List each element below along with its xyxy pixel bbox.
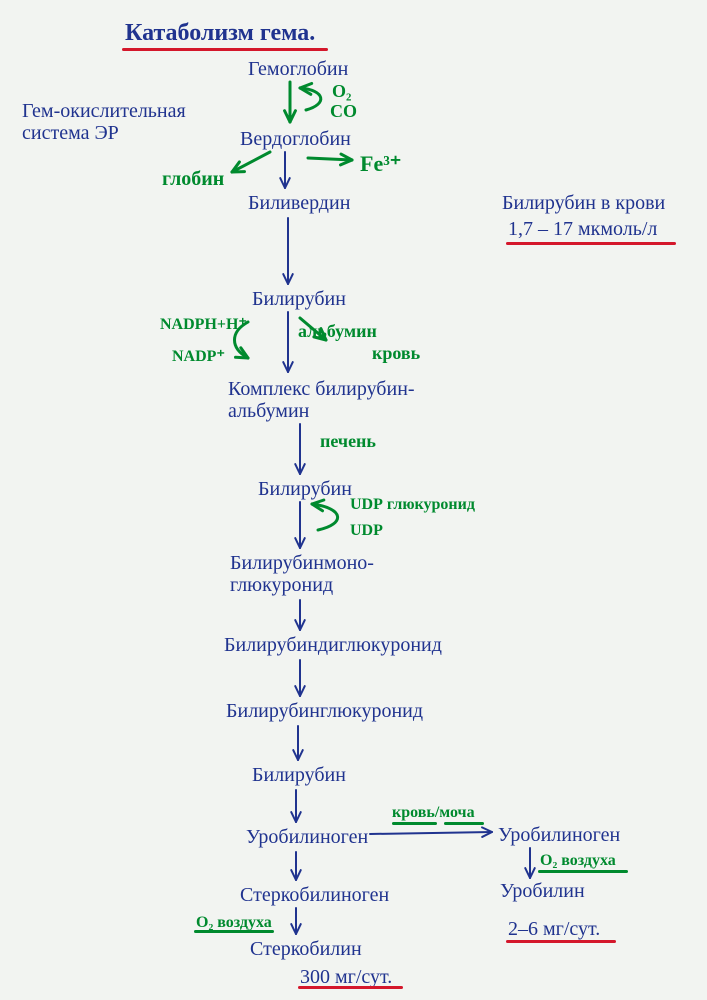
- node-hemoglobin: Гемоглобин: [248, 58, 348, 80]
- underline-o2_air2: [194, 930, 274, 933]
- node-verdoglobin: Вердоглобин: [240, 128, 351, 150]
- underline-range3: [298, 986, 403, 989]
- node-complex: Комплекс билирубин-альбумин: [228, 378, 415, 422]
- node-range3: 300 мг/сут.: [300, 966, 392, 988]
- node-pechen: печень: [320, 432, 376, 452]
- node-o2_air2: O₂ воздуха: [196, 914, 272, 932]
- underline-krov_mocha_m: [444, 822, 484, 825]
- node-bilirubin1: Билирубин: [252, 288, 346, 310]
- node-note_range: 1,7 – 17 мкмоль/л: [508, 218, 657, 240]
- node-bilirubin2: Билирубин: [258, 478, 352, 500]
- node-hem_oxid: Гем-окислительнаясистема ЭР: [22, 100, 186, 144]
- node-urobilinogen1: Уробилиноген: [246, 826, 368, 848]
- node-sterco_gen: Стеркобилиноген: [240, 884, 389, 906]
- node-stercobilin: Стеркобилин: [250, 938, 362, 960]
- node-mono: Билирубинмоно-глюкуронид: [230, 552, 374, 596]
- underline-o2_air1: [538, 870, 628, 873]
- node-udp: UDP: [350, 522, 383, 540]
- underline-krov_mocha_k: [392, 822, 437, 825]
- node-bilirubin3: Билирубин: [252, 764, 346, 786]
- page: Катаболизм гема. ГемоглобинO₂CO Гем-окисли…: [0, 0, 707, 1000]
- node-krov_mocha: кровь/моча: [392, 804, 475, 822]
- node-title: Катаболизм гема.: [125, 20, 315, 46]
- underline-note_range: [506, 242, 676, 245]
- underline-range2: [506, 940, 616, 943]
- node-urobilin: Уробилин: [500, 880, 585, 902]
- node-nadp: NADP⁺: [172, 348, 225, 366]
- node-note_blood: Билирубин в крови: [502, 192, 665, 214]
- node-albumin: альбумин: [298, 322, 377, 342]
- node-krov: кровь: [372, 344, 420, 364]
- underline-title: [122, 48, 328, 51]
- node-o2: O₂: [332, 82, 351, 102]
- node-range2: 2–6 мг/сут.: [508, 918, 600, 940]
- node-urobilinogen2: Уробилиноген: [498, 824, 620, 846]
- node-udp_gluc: UDP глюкуронид: [350, 496, 475, 514]
- node-di: Билирубиндиглюкуронид: [224, 634, 442, 656]
- node-co: CO: [330, 102, 357, 122]
- node-nadph_h: NADPH+H⁺: [160, 316, 247, 334]
- node-fe3: Fe³⁺: [360, 152, 401, 176]
- node-glucuronid: Билирубинглюкуронид: [226, 700, 423, 722]
- node-biliverdin: Биливердин: [248, 192, 350, 214]
- node-globin: глобин: [162, 168, 224, 190]
- node-o2_air1: O₂ воздуха: [540, 852, 616, 870]
